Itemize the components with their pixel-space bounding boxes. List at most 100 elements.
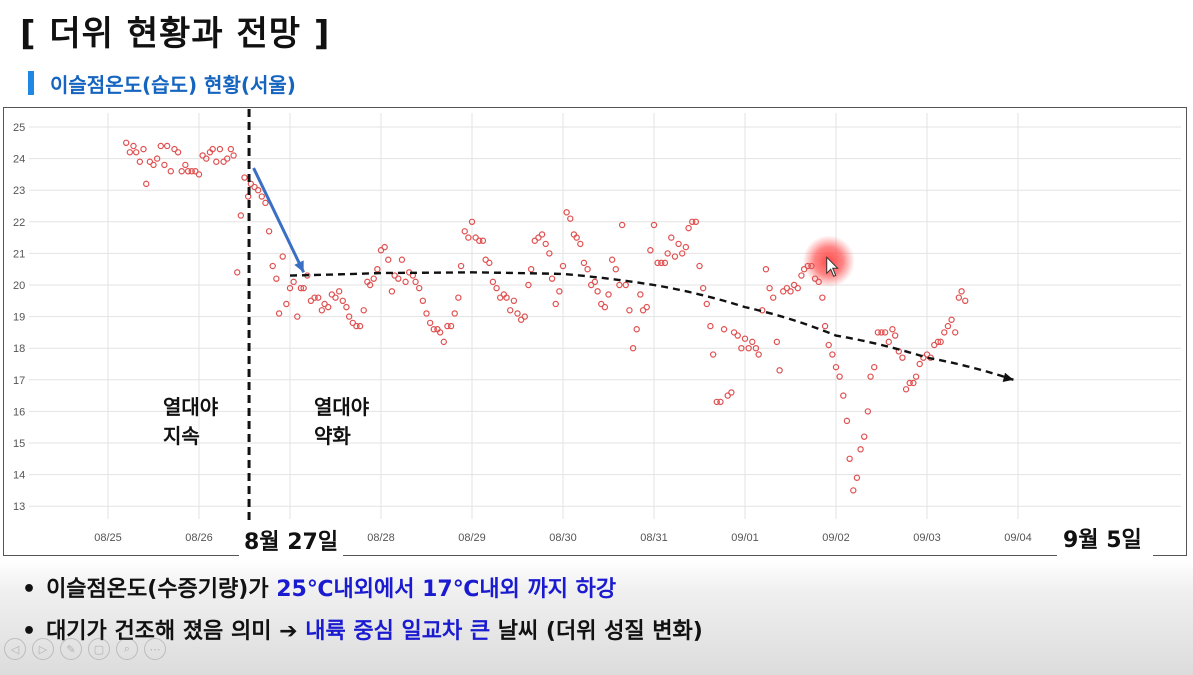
data-point xyxy=(668,234,675,241)
data-point xyxy=(713,398,720,406)
data-point xyxy=(283,300,290,308)
annotation-right: 열대야 xyxy=(314,395,370,419)
data-point xyxy=(377,247,385,254)
data-point xyxy=(675,240,682,248)
bullet-1-highlight: 25℃내외에서 17℃내외 까지 하강 xyxy=(276,577,617,602)
data-point xyxy=(923,351,931,358)
data-point xyxy=(605,291,612,298)
data-point xyxy=(889,326,896,333)
data-point xyxy=(507,307,514,314)
data-point xyxy=(300,284,307,292)
data-point xyxy=(728,389,735,396)
data-point xyxy=(912,373,920,380)
data-point xyxy=(209,145,216,153)
data-point xyxy=(262,199,269,207)
data-point xyxy=(679,250,686,257)
data-point xyxy=(535,234,542,241)
data-point xyxy=(941,329,948,336)
data-point xyxy=(808,262,815,270)
search-icon[interactable]: ⌕ xyxy=(116,638,138,660)
data-point xyxy=(325,303,332,311)
play-icon[interactable]: ▷ xyxy=(32,638,54,660)
data-point xyxy=(447,322,455,330)
data-point xyxy=(885,338,892,346)
data-point xyxy=(493,284,500,292)
data-point xyxy=(237,212,245,219)
data-point xyxy=(612,265,619,273)
y-tick-label: 17 xyxy=(13,375,25,387)
data-point xyxy=(220,158,227,165)
data-point xyxy=(472,234,479,241)
data-point xyxy=(479,237,487,244)
data-point xyxy=(800,265,808,273)
data-point xyxy=(398,256,406,263)
data-point xyxy=(832,363,840,371)
data-point xyxy=(419,297,427,304)
copy-icon[interactable]: ▢ xyxy=(88,638,110,660)
data-point xyxy=(521,313,528,320)
data-point xyxy=(444,322,451,330)
data-point xyxy=(798,272,805,279)
data-point xyxy=(749,338,756,346)
y-tick-label: 13 xyxy=(13,501,25,513)
data-point xyxy=(643,303,650,311)
data-point xyxy=(136,158,144,165)
data-point xyxy=(584,265,591,273)
data-point xyxy=(184,168,192,175)
section-subtitle: 이슬점온도(습도) 현황(서울) xyxy=(28,69,296,97)
data-point xyxy=(962,297,969,304)
prev-icon[interactable]: ◁ xyxy=(4,638,26,660)
data-point xyxy=(315,294,322,301)
data-point xyxy=(402,278,409,286)
data-point xyxy=(709,351,717,358)
accent-bar xyxy=(28,71,34,95)
data-point xyxy=(815,278,822,286)
data-point xyxy=(412,278,419,286)
data-point xyxy=(861,433,868,440)
more-icon[interactable]: ⋯ xyxy=(144,638,166,660)
y-tick-label: 19 xyxy=(13,312,25,324)
data-point xyxy=(664,250,671,257)
subtitle-text: 이슬점온도(습도) 현황(서울) xyxy=(50,72,296,97)
data-point xyxy=(510,297,518,304)
data-point xyxy=(734,332,741,339)
data-point xyxy=(819,294,826,301)
y-tick-label: 21 xyxy=(13,248,25,260)
data-point xyxy=(770,294,777,301)
data-point xyxy=(906,379,913,387)
data-point xyxy=(230,152,237,159)
data-point xyxy=(724,392,731,399)
data-point xyxy=(476,237,483,244)
data-point xyxy=(133,149,140,156)
data-point xyxy=(857,446,864,453)
data-point xyxy=(601,303,609,311)
data-point xyxy=(934,338,942,346)
data-point xyxy=(514,310,521,317)
data-point xyxy=(126,149,134,156)
data-point xyxy=(682,243,690,251)
bullet-dot: • xyxy=(22,619,37,644)
pen-icon[interactable]: ✎ xyxy=(60,638,82,660)
data-point xyxy=(423,310,430,317)
data-point xyxy=(150,161,157,169)
y-tick-label: 15 xyxy=(13,438,25,450)
data-point xyxy=(840,392,847,399)
y-tick-label: 25 xyxy=(13,122,25,134)
data-point xyxy=(594,288,601,295)
data-point xyxy=(944,322,952,330)
date-start-bg xyxy=(239,524,343,556)
data-point xyxy=(273,275,280,282)
y-tick-label: 23 xyxy=(13,185,25,197)
data-point xyxy=(143,180,150,188)
data-point xyxy=(920,354,927,361)
data-point xyxy=(279,253,286,260)
data-point xyxy=(167,168,174,175)
data-point xyxy=(290,278,297,286)
y-tick-label: 20 xyxy=(13,280,25,292)
data-point xyxy=(247,180,255,188)
data-point xyxy=(937,338,944,346)
data-point xyxy=(332,294,339,301)
bullet-list: • 이슬점온도(수증기량)가 25℃내외에서 17℃내외 까지 하강 • 대기가 건… xyxy=(22,575,703,659)
data-point xyxy=(776,367,783,374)
chart-frame xyxy=(3,107,1187,556)
